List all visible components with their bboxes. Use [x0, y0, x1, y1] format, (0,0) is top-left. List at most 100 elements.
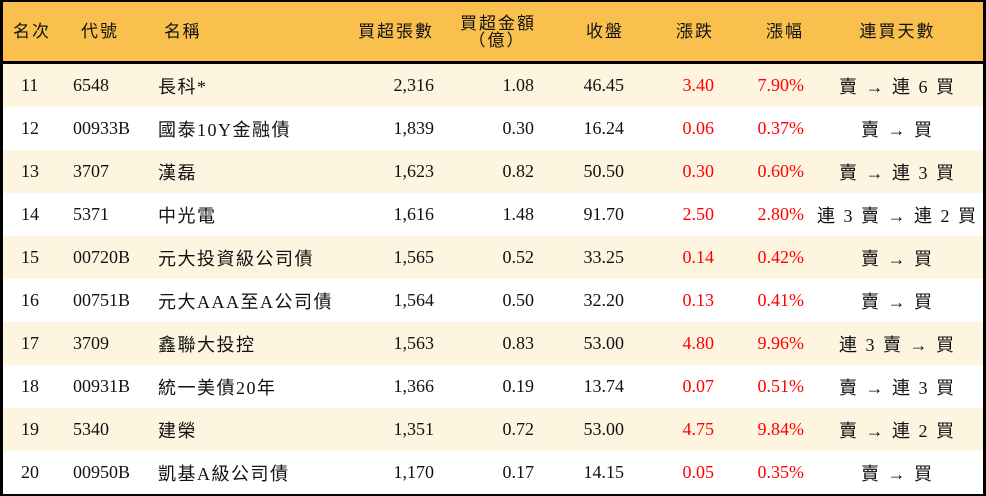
cell-code: 00720B	[73, 247, 131, 267]
cell-change-pct: 0.37%	[757, 118, 805, 138]
cell-change: 2.50	[682, 204, 715, 224]
header-net-buy-amount: 買超金額 （億）	[434, 15, 534, 49]
cell-code: 00933B	[73, 118, 131, 138]
cell-net-buy-amount: 0.52	[502, 247, 535, 267]
table-row: 13 3707 漢磊 1,623 0.82 50.50 0.30 0.60% 賣…	[3, 150, 983, 193]
cell-change: 0.13	[682, 290, 715, 310]
cell-change: 4.80	[682, 333, 715, 353]
cell-change-pct: 9.96%	[757, 333, 805, 353]
cell-close: 53.00	[583, 419, 625, 439]
cell-name: 統一美債20年	[158, 377, 277, 398]
cell-buy-streak: 賣 → 連 3 買	[839, 377, 956, 398]
cell-net-buy-amount: 0.17	[502, 462, 535, 482]
cell-name: 長科*	[158, 76, 208, 97]
header-net-buy-amount-line1: 買超金額	[460, 13, 536, 33]
cell-net-buy-lots: 1,839	[393, 118, 435, 138]
cell-net-buy-amount: 1.48	[502, 204, 535, 224]
table-row: 11 6548 長科* 2,316 1.08 46.45 3.40 7.90% …	[3, 64, 983, 107]
cell-close: 50.50	[583, 161, 625, 181]
cell-net-buy-amount: 0.50	[502, 290, 535, 310]
cell-change: 0.05	[682, 462, 715, 482]
cell-change-pct: 7.90%	[757, 75, 805, 95]
cell-net-buy-amount: 0.72	[502, 419, 535, 439]
cell-rank: 14	[21, 204, 39, 224]
cell-net-buy-lots: 1,616	[393, 204, 435, 224]
cell-rank: 17	[21, 333, 39, 353]
cell-net-buy-lots: 1,351	[393, 419, 435, 439]
header-change-pct: 漲幅	[766, 22, 804, 41]
cell-rank: 13	[21, 161, 39, 181]
cell-close: 16.24	[583, 118, 625, 138]
cell-code: 00931B	[73, 376, 131, 396]
header-rank: 名次	[13, 22, 51, 41]
header-close: 收盤	[586, 22, 624, 41]
cell-code: 00751B	[73, 290, 131, 310]
cell-name: 凱基A級公司債	[158, 463, 290, 484]
cell-change: 0.30	[682, 161, 715, 181]
cell-change-pct: 0.35%	[757, 462, 805, 482]
cell-change: 0.06	[682, 118, 715, 138]
cell-buy-streak: 賣 → 買	[861, 463, 934, 484]
cell-buy-streak: 賣 → 連 6 買	[839, 76, 956, 97]
table-row: 17 3709 鑫聯大投控 1,563 0.83 53.00 4.80 9.96…	[3, 322, 983, 365]
cell-change: 4.75	[682, 419, 715, 439]
header-net-buy-lots: 買超張數	[358, 22, 434, 41]
cell-code: 3709	[73, 333, 109, 353]
cell-net-buy-amount: 0.19	[502, 376, 535, 396]
table-row: 15 00720B 元大投資級公司債 1,565 0.52 33.25 0.14…	[3, 236, 983, 279]
cell-buy-streak: 賣 → 買	[861, 119, 934, 140]
cell-code: 5340	[73, 419, 109, 439]
cell-buy-streak: 賣 → 連 3 買	[839, 162, 956, 183]
cell-close: 53.00	[583, 333, 625, 353]
cell-close: 91.70	[583, 204, 625, 224]
cell-rank: 20	[21, 462, 39, 482]
cell-name: 元大AAA至A公司債	[158, 291, 333, 312]
header-name: 名稱	[164, 22, 201, 41]
table-row: 20 00950B 凱基A級公司債 1,170 0.17 14.15 0.05 …	[3, 451, 983, 494]
cell-net-buy-lots: 1,366	[393, 376, 435, 396]
cell-change-pct: 0.42%	[757, 247, 805, 267]
table-row: 16 00751B 元大AAA至A公司債 1,564 0.50 32.20 0.…	[3, 279, 983, 322]
table-row: 14 5371 中光電 1,616 1.48 91.70 2.50 2.80% …	[3, 193, 983, 236]
table-body: 11 6548 長科* 2,316 1.08 46.45 3.40 7.90% …	[3, 64, 983, 494]
cell-close: 32.20	[583, 290, 625, 310]
cell-close: 13.74	[583, 376, 625, 396]
cell-code: 3707	[73, 161, 109, 181]
cell-buy-streak: 連 3 賣 → 連 2 買	[817, 205, 978, 226]
cell-buy-streak: 賣 → 連 2 買	[839, 420, 956, 441]
cell-change: 0.14	[682, 247, 715, 267]
cell-change-pct: 0.41%	[757, 290, 805, 310]
cell-rank: 19	[21, 419, 39, 439]
cell-rank: 18	[21, 376, 39, 396]
header-code: 代號	[81, 22, 119, 41]
cell-code: 6548	[73, 75, 109, 95]
cell-close: 46.45	[583, 75, 625, 95]
cell-net-buy-amount: 1.08	[502, 75, 535, 95]
cell-change-pct: 2.80%	[757, 204, 805, 224]
cell-net-buy-lots: 1,563	[393, 333, 435, 353]
cell-name: 漢磊	[158, 162, 197, 183]
cell-net-buy-lots: 1,170	[393, 462, 435, 482]
cell-change-pct: 0.60%	[757, 161, 805, 181]
table-header: 名次 代號 名稱 買超張數 買超金額 （億） 收盤 漲跌 漲幅 連買天數	[3, 2, 983, 64]
cell-rank: 11	[21, 75, 39, 95]
cell-close: 33.25	[583, 247, 625, 267]
cell-net-buy-lots: 1,564	[393, 290, 435, 310]
cell-code: 00950B	[73, 462, 131, 482]
cell-buy-streak: 賣 → 買	[861, 248, 934, 269]
cell-net-buy-amount: 0.82	[502, 161, 535, 181]
cell-name: 元大投資級公司債	[158, 248, 314, 269]
table-row: 12 00933B 國泰10Y金融債 1,839 0.30 16.24 0.06…	[3, 107, 983, 150]
cell-change-pct: 0.51%	[757, 376, 805, 396]
cell-change: 0.07	[682, 376, 715, 396]
table-row: 18 00931B 統一美債20年 1,366 0.19 13.74 0.07 …	[3, 365, 983, 408]
cell-code: 5371	[73, 204, 109, 224]
cell-name: 鑫聯大投控	[158, 334, 256, 355]
cell-net-buy-lots: 1,565	[393, 247, 435, 267]
header-change: 漲跌	[676, 22, 714, 41]
cell-net-buy-amount: 0.83	[502, 333, 535, 353]
table-row: 19 5340 建榮 1,351 0.72 53.00 4.75 9.84% 賣…	[3, 408, 983, 451]
cell-rank: 15	[21, 247, 39, 267]
cell-change-pct: 9.84%	[757, 419, 805, 439]
cell-close: 14.15	[583, 462, 625, 482]
